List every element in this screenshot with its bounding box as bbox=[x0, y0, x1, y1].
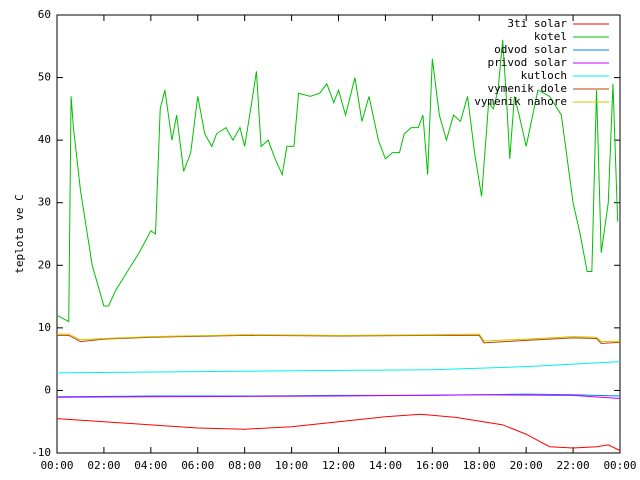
x-tick-label: 00:00 bbox=[40, 459, 73, 472]
x-tick-label: 08:00 bbox=[228, 459, 261, 472]
y-tick-label: 50 bbox=[38, 71, 51, 84]
y-tick-label: 0 bbox=[44, 383, 51, 396]
x-tick-label: 14:00 bbox=[369, 459, 402, 472]
x-tick-label: 00:00 bbox=[603, 459, 636, 472]
legend-label: kutloch bbox=[521, 69, 567, 82]
legend-label: 3ti solar bbox=[507, 17, 567, 30]
x-tick-label: 16:00 bbox=[416, 459, 449, 472]
x-tick-label: 18:00 bbox=[463, 459, 496, 472]
legend-label: privod solar bbox=[488, 56, 568, 69]
legend-label: odvod solar bbox=[494, 43, 567, 56]
y-tick-label: 20 bbox=[38, 258, 51, 271]
x-tick-label: 10:00 bbox=[275, 459, 308, 472]
legend-label: vymenik dole bbox=[488, 82, 567, 95]
x-tick-label: 06:00 bbox=[181, 459, 214, 472]
y-tick-label: 40 bbox=[38, 133, 51, 146]
series-line bbox=[56, 394, 621, 400]
legend-label: kotel bbox=[534, 30, 567, 43]
series-line bbox=[56, 361, 621, 374]
y-axis-label: teplota ve C bbox=[13, 194, 26, 273]
x-tick-label: 22:00 bbox=[557, 459, 590, 472]
legend-label: vymenik nahore bbox=[474, 95, 567, 108]
series-line bbox=[56, 413, 621, 451]
y-tick-label: 60 bbox=[38, 8, 51, 21]
y-tick-label: -10 bbox=[31, 446, 51, 459]
series-line bbox=[57, 333, 621, 343]
y-tick-label: 30 bbox=[38, 196, 51, 209]
x-tick-label: 12:00 bbox=[322, 459, 355, 472]
series-line bbox=[56, 39, 619, 323]
series-line bbox=[57, 334, 621, 345]
x-tick-label: 04:00 bbox=[134, 459, 167, 472]
x-tick-label: 02:00 bbox=[87, 459, 120, 472]
y-tick-label: 10 bbox=[38, 321, 51, 334]
x-tick-label: 20:00 bbox=[510, 459, 543, 472]
